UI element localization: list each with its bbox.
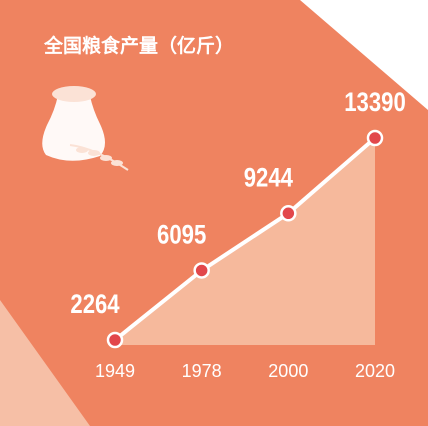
x-tick-label: 1978 bbox=[182, 361, 222, 381]
marker bbox=[368, 131, 382, 145]
data-label: 6095 bbox=[157, 221, 206, 251]
x-tick-label: 2000 bbox=[268, 361, 308, 381]
data-label: 2264 bbox=[70, 290, 119, 320]
chart-title: 全国粮食产量（亿斤） bbox=[43, 34, 234, 57]
x-tick-label: 2020 bbox=[355, 361, 395, 381]
x-tick-label: 1949 bbox=[95, 361, 135, 381]
marker bbox=[108, 333, 122, 347]
marker bbox=[195, 263, 209, 277]
marker bbox=[281, 206, 295, 220]
data-label: 13390 bbox=[344, 88, 406, 118]
data-label: 9244 bbox=[244, 163, 293, 193]
chart: 全国粮食产量（亿斤） 2264 1949 6095 1978 9244 2000 13390… bbox=[0, 0, 428, 426]
